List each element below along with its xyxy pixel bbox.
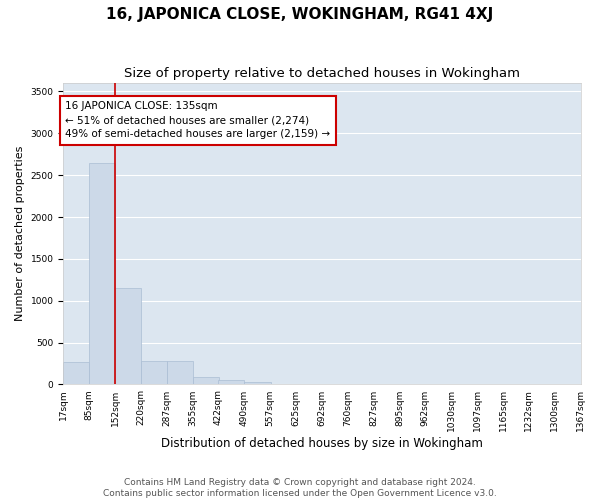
X-axis label: Distribution of detached houses by size in Wokingham: Distribution of detached houses by size … — [161, 437, 483, 450]
Bar — [63, 362, 89, 384]
Bar — [218, 380, 244, 384]
Text: 16, JAPONICA CLOSE, WOKINGHAM, RG41 4XJ: 16, JAPONICA CLOSE, WOKINGHAM, RG41 4XJ — [106, 8, 494, 22]
Bar — [193, 376, 219, 384]
Bar — [115, 288, 141, 384]
Bar — [141, 360, 167, 384]
Bar — [244, 382, 271, 384]
Text: 16 JAPONICA CLOSE: 135sqm
← 51% of detached houses are smaller (2,274)
49% of se: 16 JAPONICA CLOSE: 135sqm ← 51% of detac… — [65, 102, 331, 140]
Bar — [167, 360, 193, 384]
Text: Contains HM Land Registry data © Crown copyright and database right 2024.
Contai: Contains HM Land Registry data © Crown c… — [103, 478, 497, 498]
Bar — [89, 162, 115, 384]
Y-axis label: Number of detached properties: Number of detached properties — [15, 146, 25, 322]
Title: Size of property relative to detached houses in Wokingham: Size of property relative to detached ho… — [124, 68, 520, 80]
